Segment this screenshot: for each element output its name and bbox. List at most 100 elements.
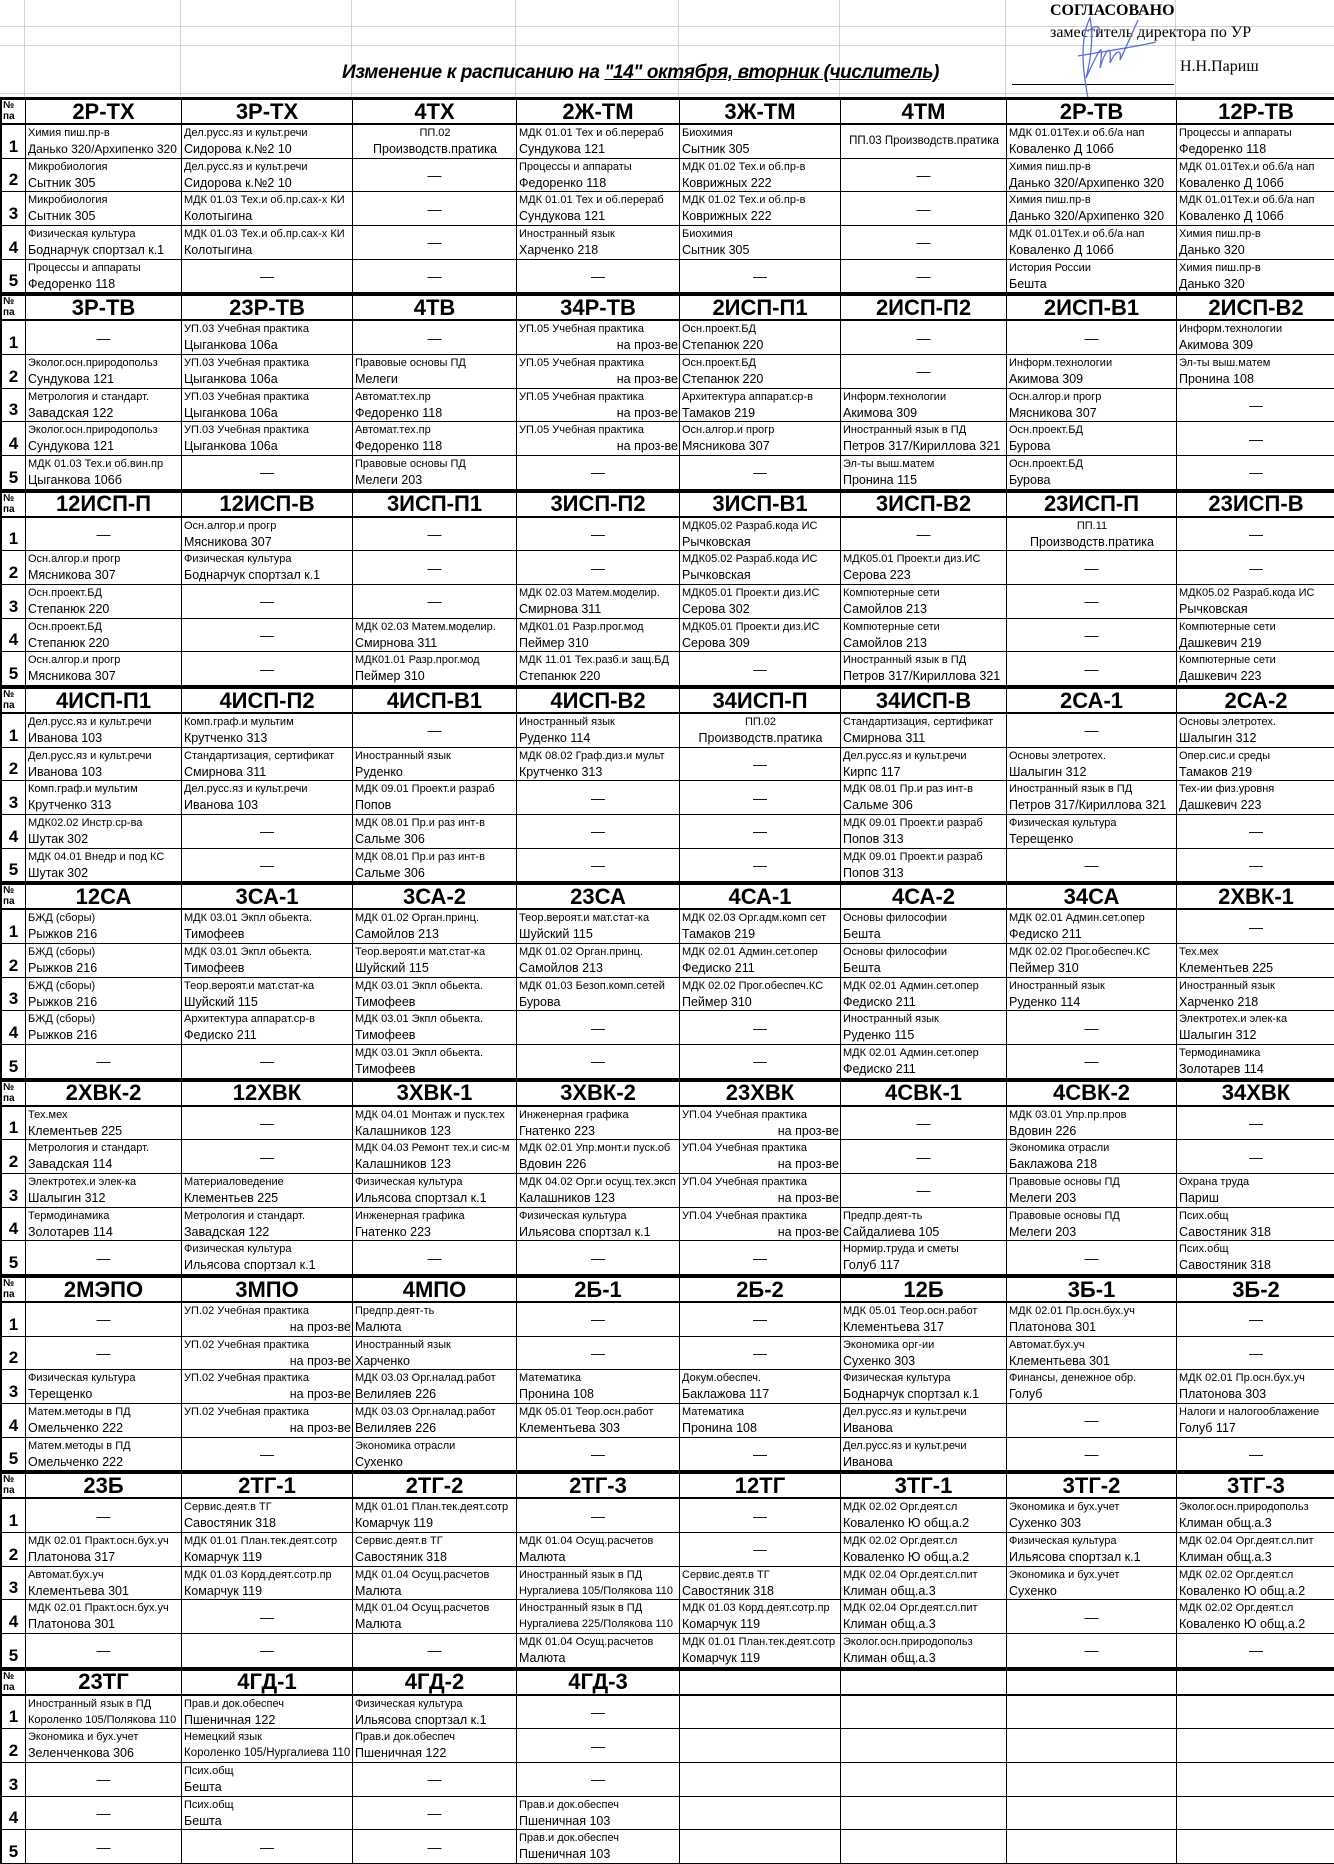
- schedule-cell[interactable]: —: [353, 551, 517, 585]
- schedule-cell[interactable]: Сервис.деят.в ТГ Савостяник 318: [182, 1499, 353, 1533]
- schedule-cell[interactable]: Эколог.осн.природопольз Сундукова 121: [26, 355, 182, 389]
- schedule-cell[interactable]: МДК 08.01 Пр.и раз инт-в Сальме 306: [353, 848, 517, 883]
- schedule-cell[interactable]: Микробиология Сытник 305: [26, 192, 182, 226]
- schedule-cell[interactable]: МДК 02.02 Орг.деят.сл Коваленко Ю общ.а.2: [1177, 1600, 1334, 1634]
- schedule-cell[interactable]: Осн.алгор.и прогр Мясникова 307: [26, 551, 182, 585]
- schedule-cell[interactable]: Основы философии Бешта: [841, 910, 1007, 944]
- schedule-cell[interactable]: МДК 01.03 Корд.деят.сотр.пр Комарчук 119: [182, 1566, 353, 1601]
- schedule-cell[interactable]: Псих.общ Бешта: [182, 1796, 353, 1831]
- schedule-cell[interactable]: —: [517, 517, 680, 552]
- schedule-cell[interactable]: Псих.общ Савостяник 318: [1177, 1241, 1334, 1275]
- schedule-cell[interactable]: Осн.проект.БД Степанюк 220: [26, 618, 182, 653]
- schedule-cell[interactable]: МДК 03.03 Орг.налад.работ Велиляев 226: [353, 1404, 517, 1438]
- schedule-cell[interactable]: МДК 01.04 Осущ.расчетов Малюта: [517, 1634, 680, 1668]
- schedule-cell[interactable]: Физическая культура Ильясова спортзал к.1: [517, 1207, 680, 1242]
- schedule-cell[interactable]: —: [182, 815, 353, 849]
- schedule-cell[interactable]: —: [517, 456, 680, 490]
- schedule-cell[interactable]: МДК 01.01 Тех и об.перераб Сундукова 121: [517, 125, 680, 159]
- schedule-cell[interactable]: —: [841, 517, 1007, 552]
- schedule-cell[interactable]: Тех.мех Клементьев 225: [26, 1106, 182, 1141]
- schedule-cell[interactable]: Стандартизация, сертификат Смирнова 311: [841, 714, 1007, 748]
- schedule-cell[interactable]: Термодинамика Золотарев 114: [1177, 1045, 1334, 1079]
- schedule-cell[interactable]: МДК 03.01 Экпл обьекта. Тимофеев: [353, 1045, 517, 1079]
- schedule-cell[interactable]: БЖД (сборы) Рыжков 216: [26, 944, 182, 978]
- schedule-cell[interactable]: Инженерная графика Гнатенко 223: [517, 1106, 680, 1141]
- schedule-cell[interactable]: —: [182, 585, 353, 619]
- schedule-cell[interactable]: Процессы и аппараты Федоренко 118: [517, 158, 680, 193]
- schedule-cell[interactable]: —: [1177, 1337, 1334, 1371]
- schedule-cell[interactable]: Стандартизация, сертификат Смирнова 311: [182, 747, 353, 782]
- schedule-cell[interactable]: Комп.граф.и мультим Крутченко 313: [26, 781, 182, 815]
- schedule-cell[interactable]: Дел.русс.яз и культ.речи Иванова: [841, 1404, 1007, 1438]
- schedule-cell[interactable]: Метрология и стандарт. Завадская 114: [26, 1140, 182, 1174]
- schedule-cell[interactable]: —: [1007, 551, 1177, 585]
- schedule-cell[interactable]: Тех.мех Клементьев 225: [1177, 944, 1334, 978]
- schedule-cell[interactable]: МДК05.02 Разраб.кода ИС Рычковская: [680, 517, 841, 552]
- schedule-cell[interactable]: Электротех.и элек-ка Шалыгин 312: [1177, 1011, 1334, 1045]
- schedule-cell[interactable]: МДК 02.02 Орг.деят.сл Коваленко Ю общ.а.2: [841, 1499, 1007, 1533]
- schedule-cell[interactable]: МДК 08.01 Пр.и раз инт-в Сальме 306: [353, 815, 517, 849]
- schedule-cell[interactable]: Архитектура аппарат.ср-в Федиско 211: [182, 1011, 353, 1045]
- schedule-cell[interactable]: МДК 02.01 Админ.сет.опер Федиско 211: [841, 1045, 1007, 1079]
- schedule-cell[interactable]: МДК 08.01 Пр.и раз инт-в Сальме 306: [841, 781, 1007, 815]
- schedule-cell[interactable]: МДК 05.01 Теор.осн.работ Клементьева 317: [841, 1303, 1007, 1337]
- schedule-cell[interactable]: МДК05.02 Разраб.кода ИС Рычковская: [1177, 585, 1334, 619]
- schedule-cell[interactable]: Процессы и аппараты Федоренко 118: [1177, 125, 1334, 159]
- schedule-cell[interactable]: —: [182, 1634, 353, 1668]
- schedule-cell[interactable]: Прав.и док.обеспеч Пшеничная 122: [353, 1729, 517, 1763]
- schedule-cell[interactable]: Финансы, денежное обр. Голуб: [1007, 1370, 1177, 1404]
- schedule-cell[interactable]: Компютерные сети Самойлов 213: [841, 618, 1007, 653]
- schedule-cell[interactable]: МДК01.01 Разр.прог.мод Пеймер 310: [353, 652, 517, 686]
- schedule-cell[interactable]: МДК05.02 Разраб.кода ИС Рычковская: [680, 551, 841, 585]
- schedule-cell[interactable]: Экономика отрасли Сухенко: [353, 1437, 517, 1472]
- schedule-cell[interactable]: Теор.вероят.и мат.стат-ка Шуйский 115: [182, 977, 353, 1012]
- schedule-cell[interactable]: —: [1177, 422, 1334, 456]
- schedule-cell[interactable]: —: [1007, 585, 1177, 619]
- schedule-cell[interactable]: Основы философии Бешта: [841, 944, 1007, 978]
- schedule-cell[interactable]: Прав.и док.обеспеч Пшеничная 122: [182, 1695, 353, 1730]
- schedule-cell[interactable]: —: [517, 259, 680, 294]
- schedule-cell[interactable]: —: [26, 1634, 182, 1668]
- schedule-cell[interactable]: МДК 03.01 Экпл обьекта. Тимофеев: [182, 944, 353, 978]
- schedule-cell[interactable]: Биохимия Сытник 305: [680, 226, 841, 260]
- schedule-cell[interactable]: Опер.сис.и среды Тамаков 219: [1177, 748, 1334, 782]
- schedule-cell[interactable]: —: [1007, 652, 1177, 686]
- schedule-cell[interactable]: МДК 04.01 Монтаж и пуск.тех Калашников 12…: [353, 1106, 517, 1141]
- schedule-cell[interactable]: Основы элетротех. Шалыгин 312: [1007, 747, 1177, 782]
- schedule-cell[interactable]: Эколог.осн.природопольз Сундукова 121: [26, 422, 182, 456]
- schedule-cell[interactable]: —: [517, 1011, 680, 1045]
- schedule-cell[interactable]: МДК 02.04 Орг.деят.сл.пит Климан общ.а.3: [841, 1600, 1007, 1634]
- schedule-cell[interactable]: —: [517, 1045, 680, 1079]
- schedule-cell[interactable]: Комп.граф.и мультим Крутченко 313: [182, 714, 353, 748]
- schedule-cell[interactable]: УП.04 Учебная практика на проз-ве: [680, 1174, 841, 1208]
- schedule-cell[interactable]: МДК 02.03 Орг.адм.комп сет Тамаков 219: [680, 910, 841, 944]
- schedule-cell[interactable]: —: [517, 551, 680, 585]
- schedule-cell[interactable]: МДК 02.01 Упр.монт.и пуск.об Вдовин 226: [517, 1140, 680, 1174]
- schedule-cell[interactable]: МДК 01.03 Тех.и об.вин.пр Цыганкова 106б: [26, 456, 182, 490]
- schedule-cell[interactable]: —: [182, 1140, 353, 1174]
- schedule-cell[interactable]: Осн.проект.БД Степанюк 220: [680, 355, 841, 389]
- schedule-cell[interactable]: Псих.общ Савостяник 318: [1177, 1208, 1334, 1242]
- schedule-cell[interactable]: —: [841, 1140, 1007, 1174]
- schedule-cell[interactable]: Экономика и бух.учет Зеленченкова 306: [26, 1729, 182, 1763]
- schedule-cell[interactable]: —: [353, 158, 517, 193]
- schedule-cell[interactable]: Осн.проект.БД Бурова: [1007, 422, 1177, 456]
- schedule-cell[interactable]: Метрология и стандарт. Завадская 122: [182, 1207, 353, 1242]
- schedule-cell[interactable]: —: [680, 1303, 841, 1337]
- schedule-cell[interactable]: —: [680, 781, 841, 815]
- schedule-cell[interactable]: —: [841, 192, 1007, 226]
- schedule-cell[interactable]: МДК 01.02 Тех.и об.пр-в Коврижных 222: [680, 192, 841, 226]
- schedule-cell[interactable]: Иностранный язык в ПД Короленко 105/Поляк…: [26, 1695, 182, 1730]
- schedule-cell[interactable]: Эл-ты выш.матем Пронина 115: [841, 456, 1007, 490]
- schedule-cell[interactable]: МДК 03.01 Экпл обьекта. Тимофеев: [353, 977, 517, 1012]
- schedule-cell[interactable]: —: [26, 1303, 182, 1337]
- schedule-cell[interactable]: МДК 01.01 Тех и об.перераб Сундукова 121: [517, 192, 680, 226]
- schedule-cell[interactable]: МДК 02.01 Админ.сет.опер Федиско 211: [680, 944, 841, 978]
- schedule-cell[interactable]: Теор.вероят.и мат.стат-ка Шуйский 115: [353, 944, 517, 978]
- schedule-cell[interactable]: Эколог.осн.природопольз Климан общ.а.3: [1177, 1499, 1334, 1533]
- schedule-cell[interactable]: МДК05.01 Проект.и диз.ИС Серова 309: [680, 618, 841, 653]
- schedule-cell[interactable]: Экономика и бух.учет Сухенко 303: [1007, 1499, 1177, 1533]
- schedule-cell[interactable]: —: [26, 1830, 182, 1864]
- schedule-cell[interactable]: Правовые основы ПД Мелеги: [353, 355, 517, 389]
- schedule-cell[interactable]: —: [353, 585, 517, 619]
